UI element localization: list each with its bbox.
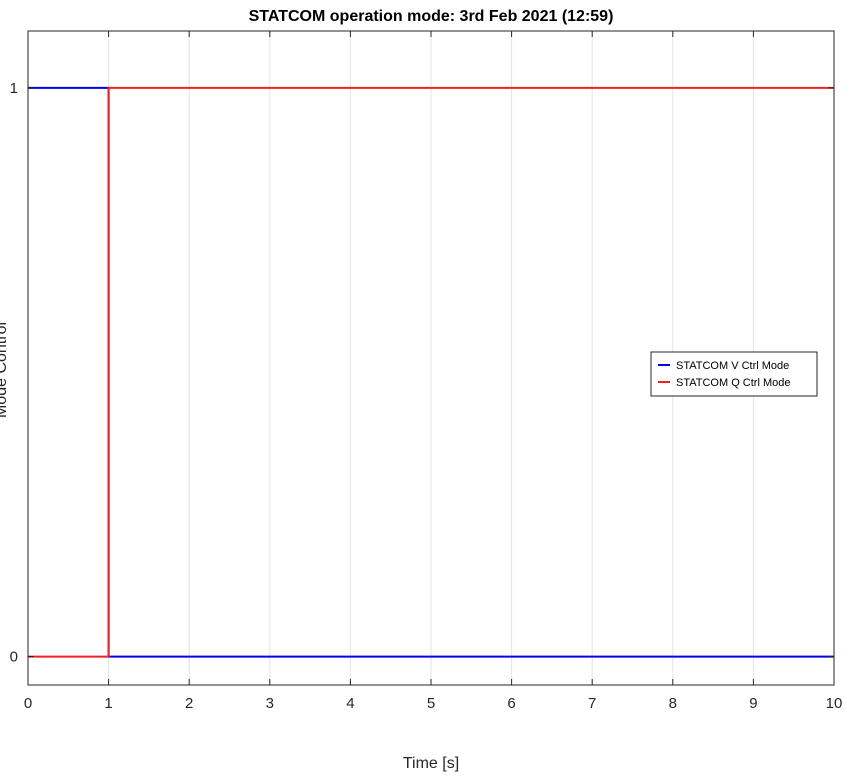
x-tick-label: 2: [185, 695, 193, 712]
y-axis-label: Mode Control: [0, 322, 10, 418]
x-axis-label: Time [s]: [403, 755, 459, 772]
y-tick-label: 1: [10, 80, 18, 97]
legend-label: STATCOM V Ctrl Mode: [676, 360, 789, 372]
chart-title: STATCOM operation mode: 3rd Feb 2021 (12…: [249, 8, 614, 25]
y-tick-label: 0: [10, 649, 18, 666]
x-tick-label: 6: [507, 695, 515, 712]
legend-label: STATCOM Q Ctrl Mode: [676, 377, 791, 389]
x-tick-label: 4: [346, 695, 354, 712]
x-tick-label: 5: [427, 695, 435, 712]
x-tick-label: 10: [826, 695, 843, 712]
x-tick-label: 0: [24, 695, 32, 712]
series-layer: [28, 86, 834, 658]
x-tick-label: 9: [749, 695, 757, 712]
series-line-q-ctrl-mode: [28, 86, 834, 658]
x-tick-label: 8: [669, 695, 677, 712]
legend-box: [650, 351, 818, 397]
legend: STATCOM V Ctrl Mode STATCOM Q Ctrl Mode: [650, 351, 818, 397]
x-tick-label: 7: [588, 695, 596, 712]
x-tick-label: 1: [104, 695, 112, 712]
x-tick-label: 3: [266, 695, 274, 712]
tick-layer: 0 1 2 3 4 5 6 7 8 9 10 0 1: [10, 31, 843, 712]
